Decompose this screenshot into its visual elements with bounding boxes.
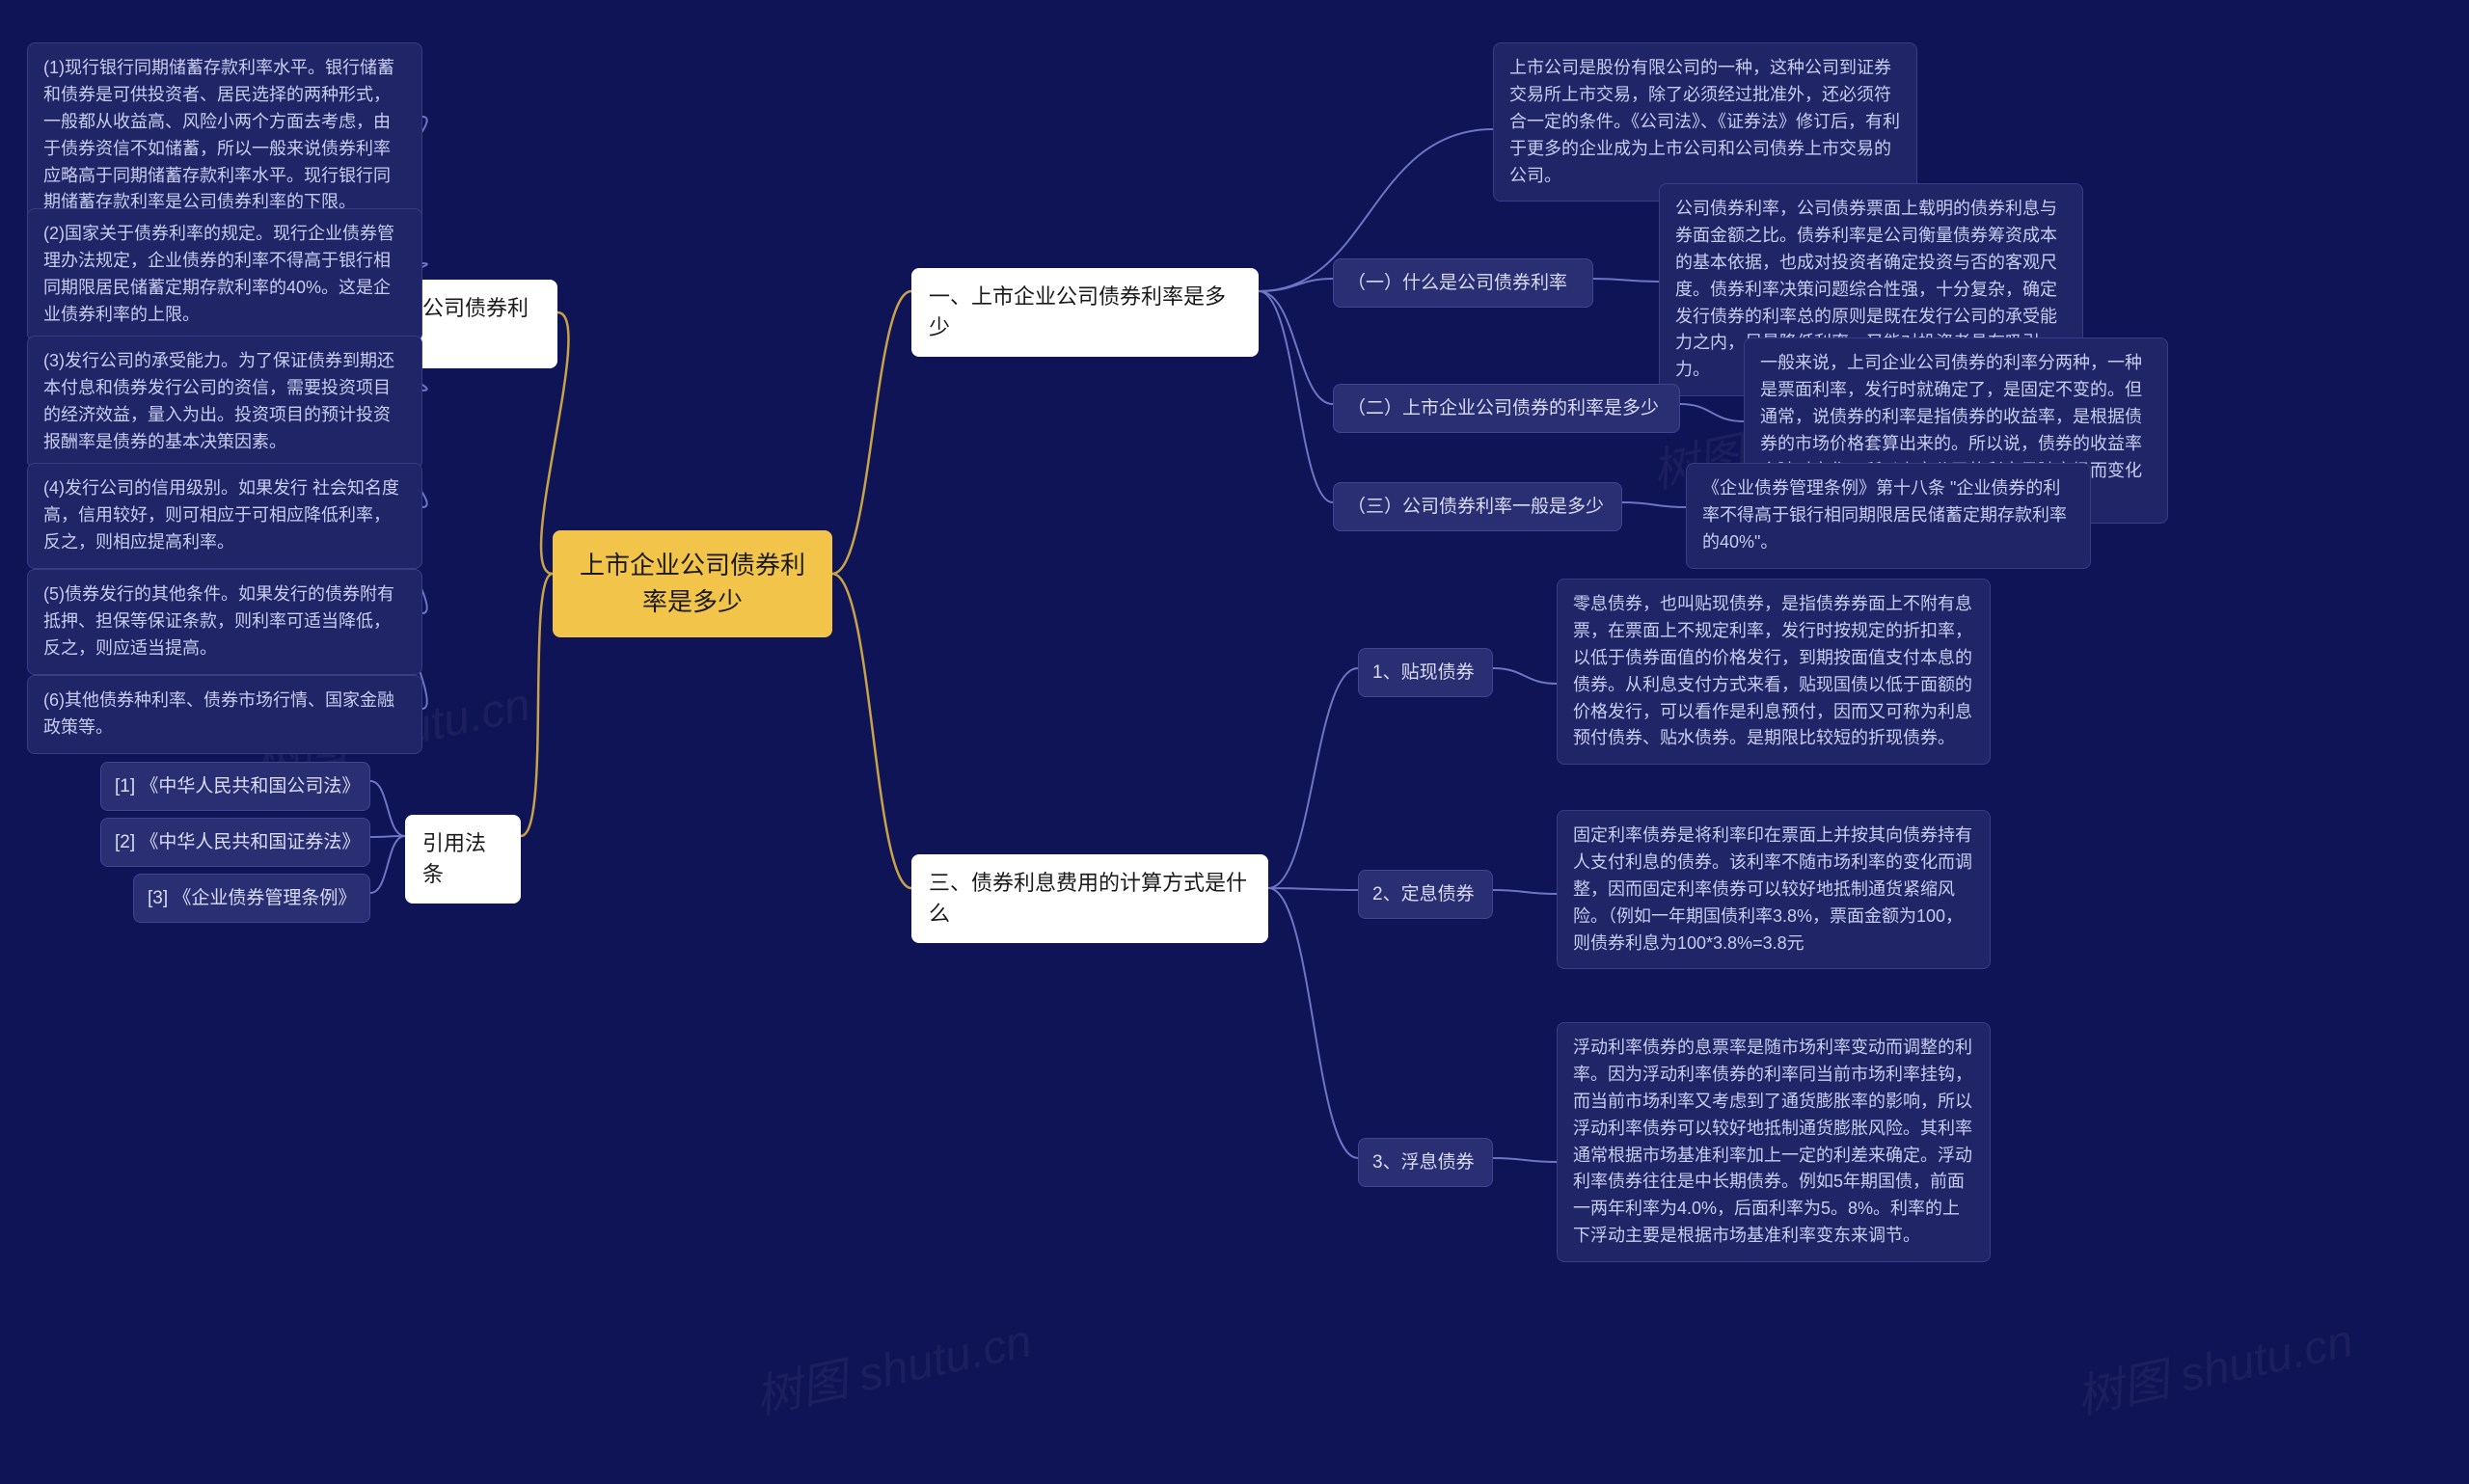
branch-r1[interactable]: 一、上市企业公司债券利率是多少 bbox=[911, 268, 1259, 357]
sub-r3b[interactable]: 2、定息债券 bbox=[1358, 870, 1493, 919]
leaf-l2-3: (4)发行公司的信用级别。如果发行 社会知名度高，信用较好，则可相应于可相应降低… bbox=[27, 463, 422, 569]
leaf-r3a: 零息债券，也叫贴现债券，是指债券券面上不附有息票，在票面上不规定利率，发行时按规… bbox=[1557, 579, 1991, 765]
leaf-r1d: 《企业债券管理条例》第十八条 "企业债券的利率不得高于银行相同期限居民储蓄定期存… bbox=[1686, 463, 2091, 569]
sub-r1b[interactable]: （一）什么是公司债券利率 bbox=[1333, 258, 1593, 308]
sub-r3a[interactable]: 1、贴现债券 bbox=[1358, 648, 1493, 697]
leaf-l2-2: (3)发行公司的承受能力。为了保证债券到期还本付息和债券发行公司的资信，需要投资… bbox=[27, 336, 422, 469]
leaf-law-1: [2] 《中华人民共和国证券法》 bbox=[100, 818, 370, 867]
branch-law[interactable]: 引用法条 bbox=[405, 815, 521, 904]
leaf-l2-0: (1)现行银行同期储蓄存款利率水平。银行储蓄和债券是可供投资者、居民选择的两种形… bbox=[27, 42, 422, 229]
leaf-r3c: 浮动利率债券的息票率是随市场利率变动而调整的利率。因为浮动利率债券的利率同当前市… bbox=[1557, 1022, 1991, 1262]
leaf-law-0: [1] 《中华人民共和国公司法》 bbox=[100, 762, 370, 811]
sub-r1c[interactable]: （二）上市企业公司债券的利率是多少 bbox=[1333, 384, 1680, 433]
leaf-l2-4: (5)债券发行的其他条件。如果发行的债券附有抵押、担保等保证条款，则利率可适当降… bbox=[27, 569, 422, 675]
watermark: 树图 shutu.cn bbox=[2070, 1303, 2358, 1427]
branch-r3[interactable]: 三、债券利息费用的计算方式是什么 bbox=[911, 854, 1268, 943]
leaf-l2-1: (2)国家关于债券利率的规定。现行企业债券管理办法规定，企业债券的利率不得高于银… bbox=[27, 208, 422, 341]
leaf-r3b: 固定利率债券是将利率印在票面上并按其向债券持有人支付利息的债券。该利率不随市场利… bbox=[1557, 810, 1991, 969]
watermark: 树图 shutu.cn bbox=[748, 1303, 1037, 1427]
leaf-l2-5: (6)其他债券种利率、债券市场行情、国家金融政策等。 bbox=[27, 675, 422, 754]
leaf-law-2: [3] 《企业债券管理条例》 bbox=[133, 874, 370, 923]
sub-r3c[interactable]: 3、浮息债券 bbox=[1358, 1138, 1493, 1187]
leaf-r1-intro: 上市公司是股份有限公司的一种，这种公司到证券交易所上市交易，除了必须经过批准外，… bbox=[1493, 42, 1917, 202]
root-node[interactable]: 上市企业公司债券利率是多少 bbox=[553, 530, 832, 637]
sub-r1d[interactable]: （三）公司债券利率一般是多少 bbox=[1333, 482, 1622, 531]
